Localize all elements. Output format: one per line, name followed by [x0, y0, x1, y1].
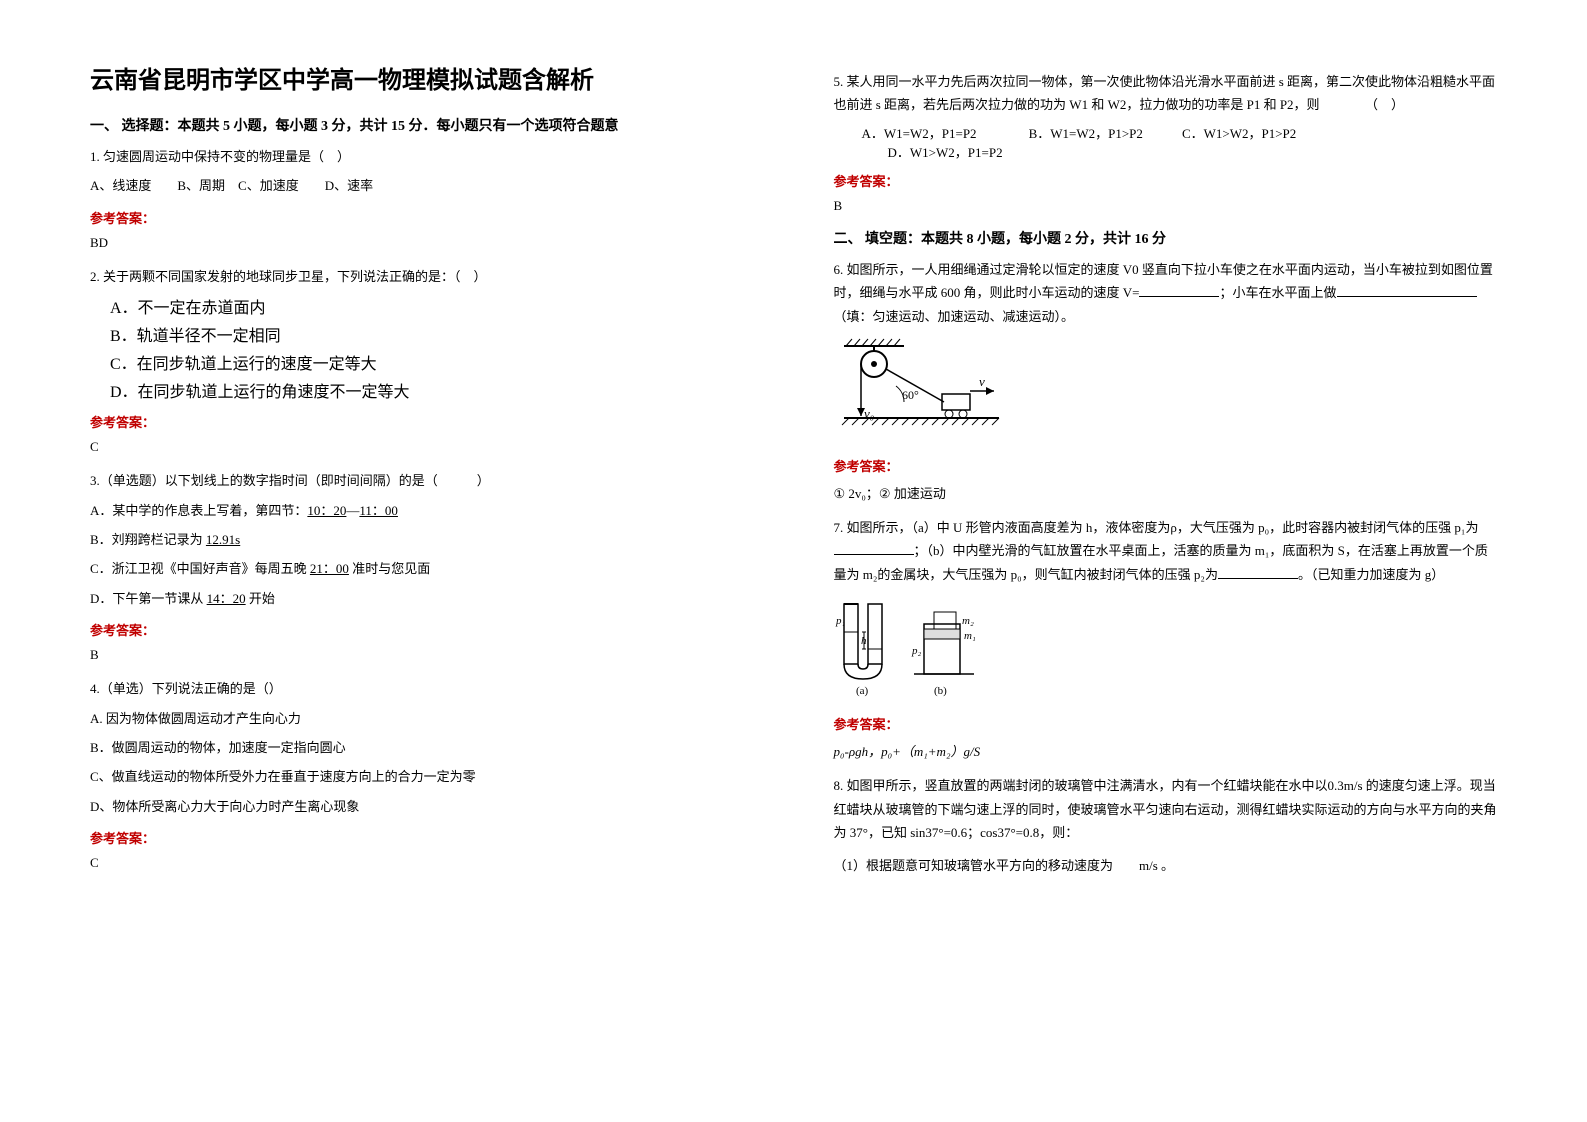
- q7-answer-label: 参考答案：: [834, 714, 1498, 733]
- q3-optD-u: 14：20: [207, 591, 246, 606]
- q3-optC: C．浙江卫视《中国好声音》每周五晚 21：00 准时与您见面: [90, 557, 754, 580]
- q6-angle-label: 60°: [902, 388, 919, 402]
- q6-figure: 60° v v₀: [834, 336, 1498, 446]
- q4-answer-label: 参考答案：: [90, 828, 754, 847]
- q7-p2-label: p₂: [911, 645, 922, 657]
- q5-optB: B．W1=W2，P1>P2: [1029, 126, 1143, 141]
- q3-answer-label: 参考答案：: [90, 620, 754, 639]
- q5-answer: B: [834, 198, 1498, 214]
- q3-optA-pre: A．某中学的作息表上写着，第四节：: [90, 503, 307, 518]
- q1-answer-label: 参考答案：: [90, 208, 754, 227]
- q2-optB: B．轨道半径不一定相同: [90, 322, 754, 346]
- q7-h-label: h: [861, 635, 867, 647]
- q7-answer: p₀-ρgh，p₀+（m₁+m₂）g/S: [834, 741, 1498, 760]
- q4-answer: C: [90, 855, 754, 871]
- q6-v0-label: v₀: [864, 406, 874, 421]
- q3-optB-pre: B．刘翔跨栏记录为: [90, 532, 206, 547]
- q5-optA: A．W1=W2，P1=P2: [862, 126, 977, 141]
- q2-answer: C: [90, 439, 754, 455]
- q2-answer-label: 参考答案：: [90, 412, 754, 431]
- q7-m1-label: m₁: [964, 630, 976, 642]
- q7-blank1: [834, 541, 914, 555]
- q3-optD: D．下午第一节课从 14：20 开始: [90, 587, 754, 610]
- q8-text: 8. 如图甲所示，竖直放置的两端封闭的玻璃管中注满清水，内有一个红蜡块能在水中以…: [834, 774, 1498, 844]
- q6-answer-label: 参考答案：: [834, 456, 1498, 475]
- q3-text: 3.（单选题）以下划线上的数字指时间（即时间间隔）的是（ ）: [90, 469, 754, 492]
- q2-optD: D．在同步轨道上运行的角速度不一定等大: [90, 378, 754, 402]
- q2-text: 2. 关于两颗不同国家发射的地球同步卫星，下列说法正确的是：（ ）: [90, 265, 754, 288]
- q3-optC-pre: C．浙江卫视《中国好声音》每周五晚: [90, 561, 310, 576]
- q2-optC: C．在同步轨道上运行的速度一定等大: [90, 350, 754, 374]
- q6-text: 6. 如图所示，一人用细绳通过定滑轮以恒定的速度 V0 竖直向下拉小车使之在水平…: [834, 258, 1498, 328]
- q5-answer-label: 参考答案：: [834, 171, 1498, 190]
- q7-figure: h p₁ (a) m₂ m₁ p₂ (b): [834, 594, 1498, 704]
- left-column: 云南省昆明市学区中学高一物理模拟试题含解析 一、 选择题：本题共 5 小题，每小…: [50, 60, 794, 1062]
- q3-optB-u: 12.91s: [206, 532, 240, 547]
- q5-optC: C．W1>W2，P1>P2: [1182, 126, 1296, 141]
- q3-optA-u1: 10：20: [307, 503, 346, 518]
- q4-optC: C、做直线运动的物体所受外力在垂直于速度方向上的合力一定为零: [90, 765, 754, 788]
- q3-optB: B．刘翔跨栏记录为 12.91s: [90, 528, 754, 551]
- q3-optA-u2: 11：00: [359, 503, 398, 518]
- q6-blank2: [1337, 283, 1477, 297]
- q1-text: 1. 匀速圆周运动中保持不变的物理量是（ ）: [90, 145, 754, 168]
- q5-optD: D．W1>W2，P1=P2: [888, 145, 1003, 160]
- q4-optA: A. 因为物体做圆周运动才产生向心力: [90, 707, 754, 730]
- q3-optD-pre: D．下午第一节课从: [90, 591, 207, 606]
- section2-header: 二、 填空题：本题共 8 小题，每小题 2 分，共计 16 分: [834, 228, 1498, 248]
- q4-optB: B．做圆周运动的物体，加速度一定指向圆心: [90, 736, 754, 759]
- q7-text-a: 7. 如图所示，（a）中 U 形管内液面高度差为 h，液体密度为ρ，大气压强为 …: [834, 520, 1479, 535]
- q3-answer: B: [90, 647, 754, 663]
- q7-m2-label: m₂: [962, 615, 974, 627]
- q5-options: A．W1=W2，P1=P2 B．W1=W2，P1>P2 C．W1>W2，P1>P…: [834, 123, 1498, 161]
- q3-optA: A．某中学的作息表上写着，第四节：10：20—11：00: [90, 499, 754, 522]
- q7-p1-label: p₁: [835, 615, 846, 627]
- q1-answer: BD: [90, 235, 754, 251]
- q7-b-label: (b): [934, 685, 947, 697]
- q4-optD: D、物体所受离心力大于向心力时产生离心现象: [90, 795, 754, 818]
- q7-a-label: (a): [856, 685, 869, 697]
- q4-text: 4.（单选）下列说法正确的是（）: [90, 677, 754, 700]
- q1-options: A、线速度 B、周期 C、加速度 D、速率: [90, 174, 754, 197]
- q3-optC-post: 准时与您见面: [349, 561, 430, 576]
- page-title: 云南省昆明市学区中学高一物理模拟试题含解析: [90, 60, 754, 95]
- q3-optD-post: 开始: [246, 591, 275, 606]
- q6-text-c: （填：匀速运动、加速运动、减速运动）。: [834, 309, 1075, 324]
- q6-answer: ① 2v₀；② 加速运动: [834, 483, 1498, 502]
- q2-optA: A．不一定在赤道面内: [90, 294, 754, 318]
- q7-text-c: 。（已知重力加速度为 g）: [1298, 567, 1444, 582]
- section1-header: 一、 选择题：本题共 5 小题，每小题 3 分，共计 15 分．每小题只有一个选…: [90, 115, 754, 135]
- q6-v-label: v: [979, 374, 985, 389]
- right-column: 5. 某人用同一水平力先后两次拉同一物体，第一次使此物体沿光滑水平面前进 s 距…: [794, 60, 1538, 1062]
- q6-text-b: ；小车在水平面上做: [1219, 285, 1336, 300]
- q6-blank1: [1139, 283, 1219, 297]
- q5-text: 5. 某人用同一水平力先后两次拉同一物体，第一次使此物体沿光滑水平面前进 s 距…: [834, 70, 1498, 117]
- q8-sub1: （1）根据题意可知玻璃管水平方向的移动速度为 m/s 。: [834, 854, 1498, 877]
- q3-optA-mid: —: [346, 503, 359, 518]
- q3-optC-u: 21：00: [310, 561, 349, 576]
- q7-blank2: [1218, 565, 1298, 579]
- q7-text: 7. 如图所示，（a）中 U 形管内液面高度差为 h，液体密度为ρ，大气压强为 …: [834, 516, 1498, 586]
